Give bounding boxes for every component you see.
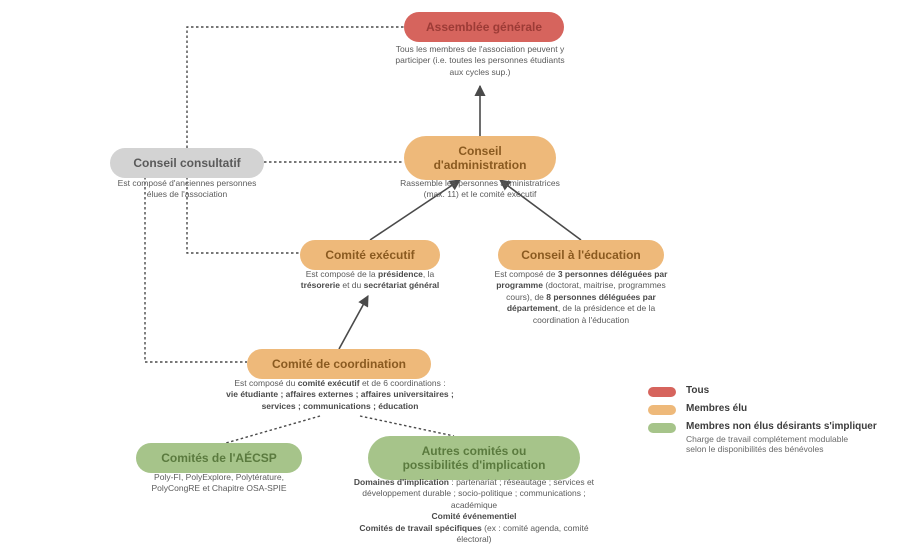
legend-label: Tous bbox=[686, 385, 709, 397]
desc-executif: Est composé de la présidence, la trésore… bbox=[288, 269, 452, 292]
desc-aecsp: Poly-FI, PolyExplore, Polytérature, Poly… bbox=[131, 472, 307, 495]
node-coordination: Comité de coordination bbox=[247, 349, 431, 379]
node-aecsp: Comités de l'AÉCSP bbox=[136, 443, 302, 473]
desc-admin: Rassemble les personnes administratrices… bbox=[392, 178, 568, 201]
legend-item: Tous bbox=[648, 385, 877, 397]
legend-sublabel: Charge de travail complétement modulable… bbox=[686, 434, 866, 454]
node-education: Conseil à l'éducation bbox=[498, 240, 664, 270]
legend-label: Membres non élus désirants s'impliquer bbox=[686, 421, 877, 433]
legend-item: Membres non élus désirants s'impliquerCh… bbox=[648, 421, 877, 454]
desc-assemblee: Tous les membres de l'association peuven… bbox=[395, 44, 565, 78]
desc-education: Est composé de 3 personnes déléguées par… bbox=[486, 269, 676, 326]
edge-coordination-aecsp bbox=[226, 416, 320, 443]
node-executif: Comité exécutif bbox=[300, 240, 440, 270]
legend: Tous Membres élu Membres non élus désirant… bbox=[648, 385, 877, 460]
node-assemblee: Assemblée générale bbox=[404, 12, 564, 42]
edge-coordination-autres bbox=[360, 416, 454, 436]
node-consultatif: Conseil consultatif bbox=[110, 148, 264, 178]
node-autres: Autres comités oupossibilités d'implicat… bbox=[368, 436, 580, 480]
desc-consultatif: Est composé d'anciennes personnes élues … bbox=[110, 178, 264, 201]
edge-consultatif-coordination bbox=[145, 177, 247, 362]
desc-coordination: Est composé du comité exécutif et de 6 c… bbox=[220, 378, 460, 412]
desc-autres: Domaines d'implication : partenariat ; r… bbox=[344, 477, 604, 546]
legend-swatch bbox=[648, 423, 676, 433]
node-admin: Conseild'administration bbox=[404, 136, 556, 180]
legend-swatch bbox=[648, 405, 676, 415]
legend-item: Membres élu bbox=[648, 403, 877, 415]
edge-coordination-executif bbox=[339, 296, 368, 349]
edge-consultatif-assemblee bbox=[187, 27, 404, 148]
legend-label: Membres élu bbox=[686, 403, 747, 415]
legend-swatch bbox=[648, 387, 676, 397]
